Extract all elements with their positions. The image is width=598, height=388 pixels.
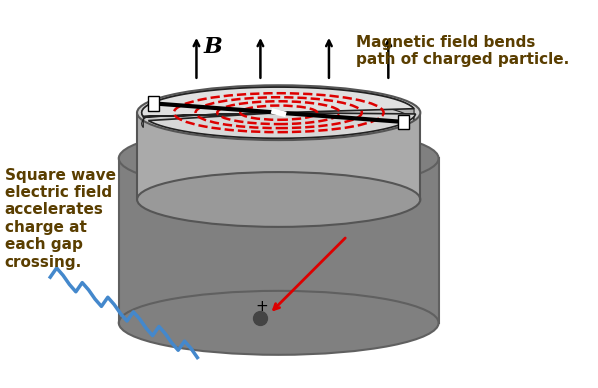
Polygon shape <box>142 87 414 117</box>
Ellipse shape <box>119 126 438 191</box>
Polygon shape <box>148 113 416 138</box>
Polygon shape <box>137 113 420 199</box>
FancyBboxPatch shape <box>148 96 159 111</box>
Text: B: B <box>204 36 222 58</box>
FancyBboxPatch shape <box>398 114 410 129</box>
Ellipse shape <box>119 291 438 355</box>
Polygon shape <box>142 87 414 128</box>
Text: +: + <box>256 299 269 314</box>
Text: Square wave
electric field
accelerates
charge at
each gap
crossing.: Square wave electric field accelerates c… <box>5 168 115 270</box>
Ellipse shape <box>137 172 420 227</box>
Text: Magnetic field bends
path of charged particle.: Magnetic field bends path of charged par… <box>356 35 570 68</box>
Ellipse shape <box>137 85 420 140</box>
Polygon shape <box>119 158 438 323</box>
